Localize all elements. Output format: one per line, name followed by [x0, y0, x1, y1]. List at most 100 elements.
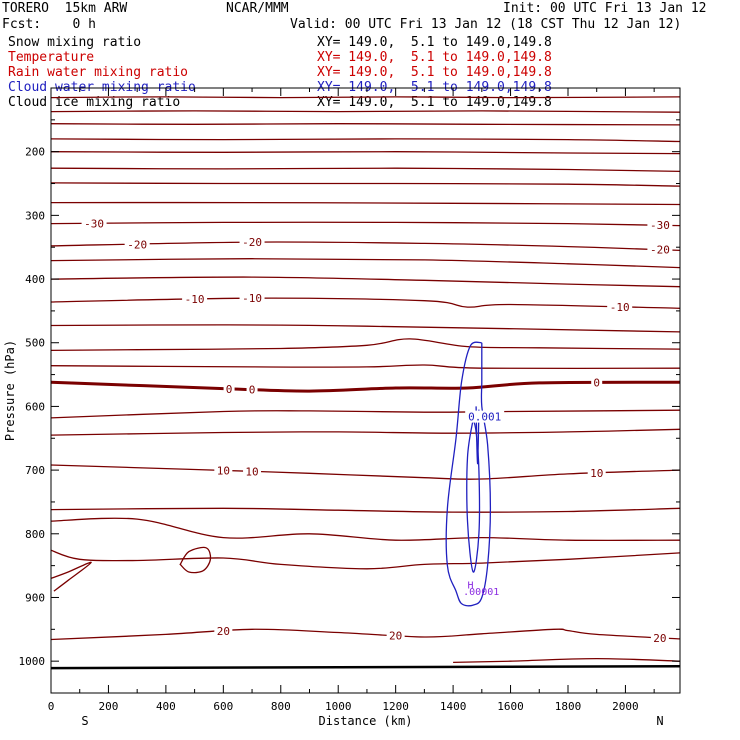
- isotherm-label-bg: [386, 629, 405, 642]
- isotherm-label-bg: [246, 383, 258, 396]
- temperature-isotherm: [50, 380, 681, 393]
- x-tick-label: 1400: [440, 700, 467, 713]
- temperature-isotherm: [50, 517, 681, 542]
- y-tick-label: 200: [25, 146, 45, 159]
- rain-water-marker-labels: .00001: [463, 587, 499, 598]
- temperature-isotherm: [50, 364, 681, 370]
- temperature-isotherm: [50, 138, 681, 143]
- x-axis-title: Distance (km): [319, 714, 413, 728]
- y-tick-label: 400: [25, 273, 45, 286]
- isotherm-label-bg: [650, 631, 669, 644]
- temperature-isotherm: [50, 338, 681, 352]
- temperature-isotherm: [50, 110, 681, 113]
- isotherm-label: 20: [653, 632, 666, 645]
- cloud-water-contour: [466, 419, 481, 573]
- temperature-isotherm: [50, 464, 681, 480]
- x-tick-label: 600: [213, 700, 233, 713]
- isotherm-label: 20: [217, 625, 230, 638]
- y-tick-label: 1000: [19, 655, 46, 668]
- model-title: TORERO 15km ARW: [2, 1, 128, 16]
- cloud-water-label: 0.001: [468, 411, 501, 424]
- isotherm-label-bg: [243, 465, 262, 478]
- legend-xy-snow: XY= 149.0, 5.1 to 149.0,149.8: [317, 35, 552, 50]
- y-tick-label: 800: [25, 528, 45, 541]
- isotherm-label: 10: [245, 465, 258, 478]
- isotherm-label: -20: [127, 238, 147, 251]
- y-axis-title: Pressure (hPa): [3, 340, 17, 441]
- isotherm-label-bg: [182, 293, 208, 306]
- temperature-isotherm: [50, 167, 681, 173]
- y-tick-label: 900: [25, 591, 45, 604]
- isotherm-label-bg: [239, 292, 265, 305]
- surface-line: [50, 665, 681, 670]
- isotherm-label-bg: [239, 236, 265, 249]
- legend-name-cloud-ice: Cloud ice mixing ratio: [8, 95, 181, 110]
- isotherm-label: 0: [593, 377, 600, 390]
- isotherm-label: 0: [226, 383, 233, 396]
- temperature-isotherm: [50, 258, 681, 269]
- temperature-isotherm: [50, 182, 681, 187]
- isotherm-label: 10: [217, 464, 230, 477]
- isotherm-label: -20: [650, 244, 670, 257]
- x-tick-label: 2000: [612, 700, 639, 713]
- x-end-label-north: N: [656, 714, 663, 728]
- y-tick-label: 500: [25, 337, 45, 350]
- isotherm-label: -10: [610, 301, 630, 314]
- x-end-label-south: S: [81, 714, 88, 728]
- x-tick-label: 200: [99, 700, 119, 713]
- legend-name-snow: Snow mixing ratio: [8, 35, 142, 50]
- legend-xy-cloud-ice: XY= 149.0, 5.1 to 149.0,149.8: [317, 95, 552, 110]
- y-tick-label: 700: [25, 464, 45, 477]
- isotherm-label-bg: [607, 300, 633, 313]
- temperature-isotherm: [50, 221, 681, 227]
- isotherm-label-bg: [591, 376, 603, 389]
- x-tick-label: 400: [156, 700, 176, 713]
- isotherm-label-bg: [647, 219, 673, 232]
- x-tick-label: 1200: [382, 700, 409, 713]
- temperature-isotherm: [50, 96, 681, 99]
- temperature-isotherm: [50, 324, 681, 333]
- isotherm-label: -10: [242, 292, 262, 305]
- temperature-isotherm: [50, 151, 681, 155]
- y-tick-label: 300: [25, 209, 45, 222]
- plot-frame: [50, 87, 681, 694]
- temperature-isotherm: [50, 628, 681, 641]
- cloud-water-label-bg: [465, 410, 505, 423]
- temperature-isotherm: [453, 657, 681, 664]
- temperature-isotherm: [50, 428, 681, 436]
- x-tick-label: 1800: [555, 700, 582, 713]
- isotherm-label: -30: [84, 217, 104, 230]
- temperature-isotherm: [50, 201, 681, 206]
- y-tick-label: 600: [25, 400, 45, 413]
- legend-xy-rain: XY= 149.0, 5.1 to 149.0,149.8: [317, 65, 552, 80]
- legend-name-temperature: Temperature: [8, 50, 95, 65]
- temperature-closed-contour: [179, 546, 212, 574]
- isotherm-label: -10: [185, 293, 205, 306]
- center-label: NCAR/MMM: [226, 1, 289, 16]
- isotherm-label-bg: [124, 238, 150, 251]
- isotherm-label: -20: [242, 236, 262, 249]
- temperature-isotherm: [50, 507, 681, 513]
- temperature-contour-fold: [50, 561, 92, 592]
- temperature-isotherm: [50, 297, 681, 309]
- x-tick-label: 0: [48, 700, 55, 713]
- temperature-isotherm: [50, 276, 681, 288]
- temperature-isotherm: [50, 241, 681, 252]
- x-tick-label: 800: [271, 700, 291, 713]
- legend-name-rain: Rain water mixing ratio: [8, 65, 189, 80]
- x-tick-label: 1000: [325, 700, 352, 713]
- x-tick-label: 1600: [497, 700, 524, 713]
- isotherm-label-bg: [587, 466, 606, 479]
- isotherm-label: -30: [650, 219, 670, 232]
- forecast-hour: Fcst: 0 h: [2, 17, 96, 32]
- isotherm-label-bg: [647, 243, 673, 256]
- isotherm-label: 0: [249, 383, 256, 396]
- isotherm-label-bg: [81, 217, 107, 230]
- cloud-water-contour: [445, 341, 492, 607]
- init-time: Init: 00 UTC Fri 13 Jan 12: [503, 1, 707, 16]
- isotherm-label-bg: [214, 464, 233, 477]
- temperature-isotherm: [50, 123, 681, 126]
- legend-xy-temperature: XY= 149.0, 5.1 to 149.0,149.8: [317, 50, 552, 65]
- isotherm-label: 20: [389, 629, 402, 642]
